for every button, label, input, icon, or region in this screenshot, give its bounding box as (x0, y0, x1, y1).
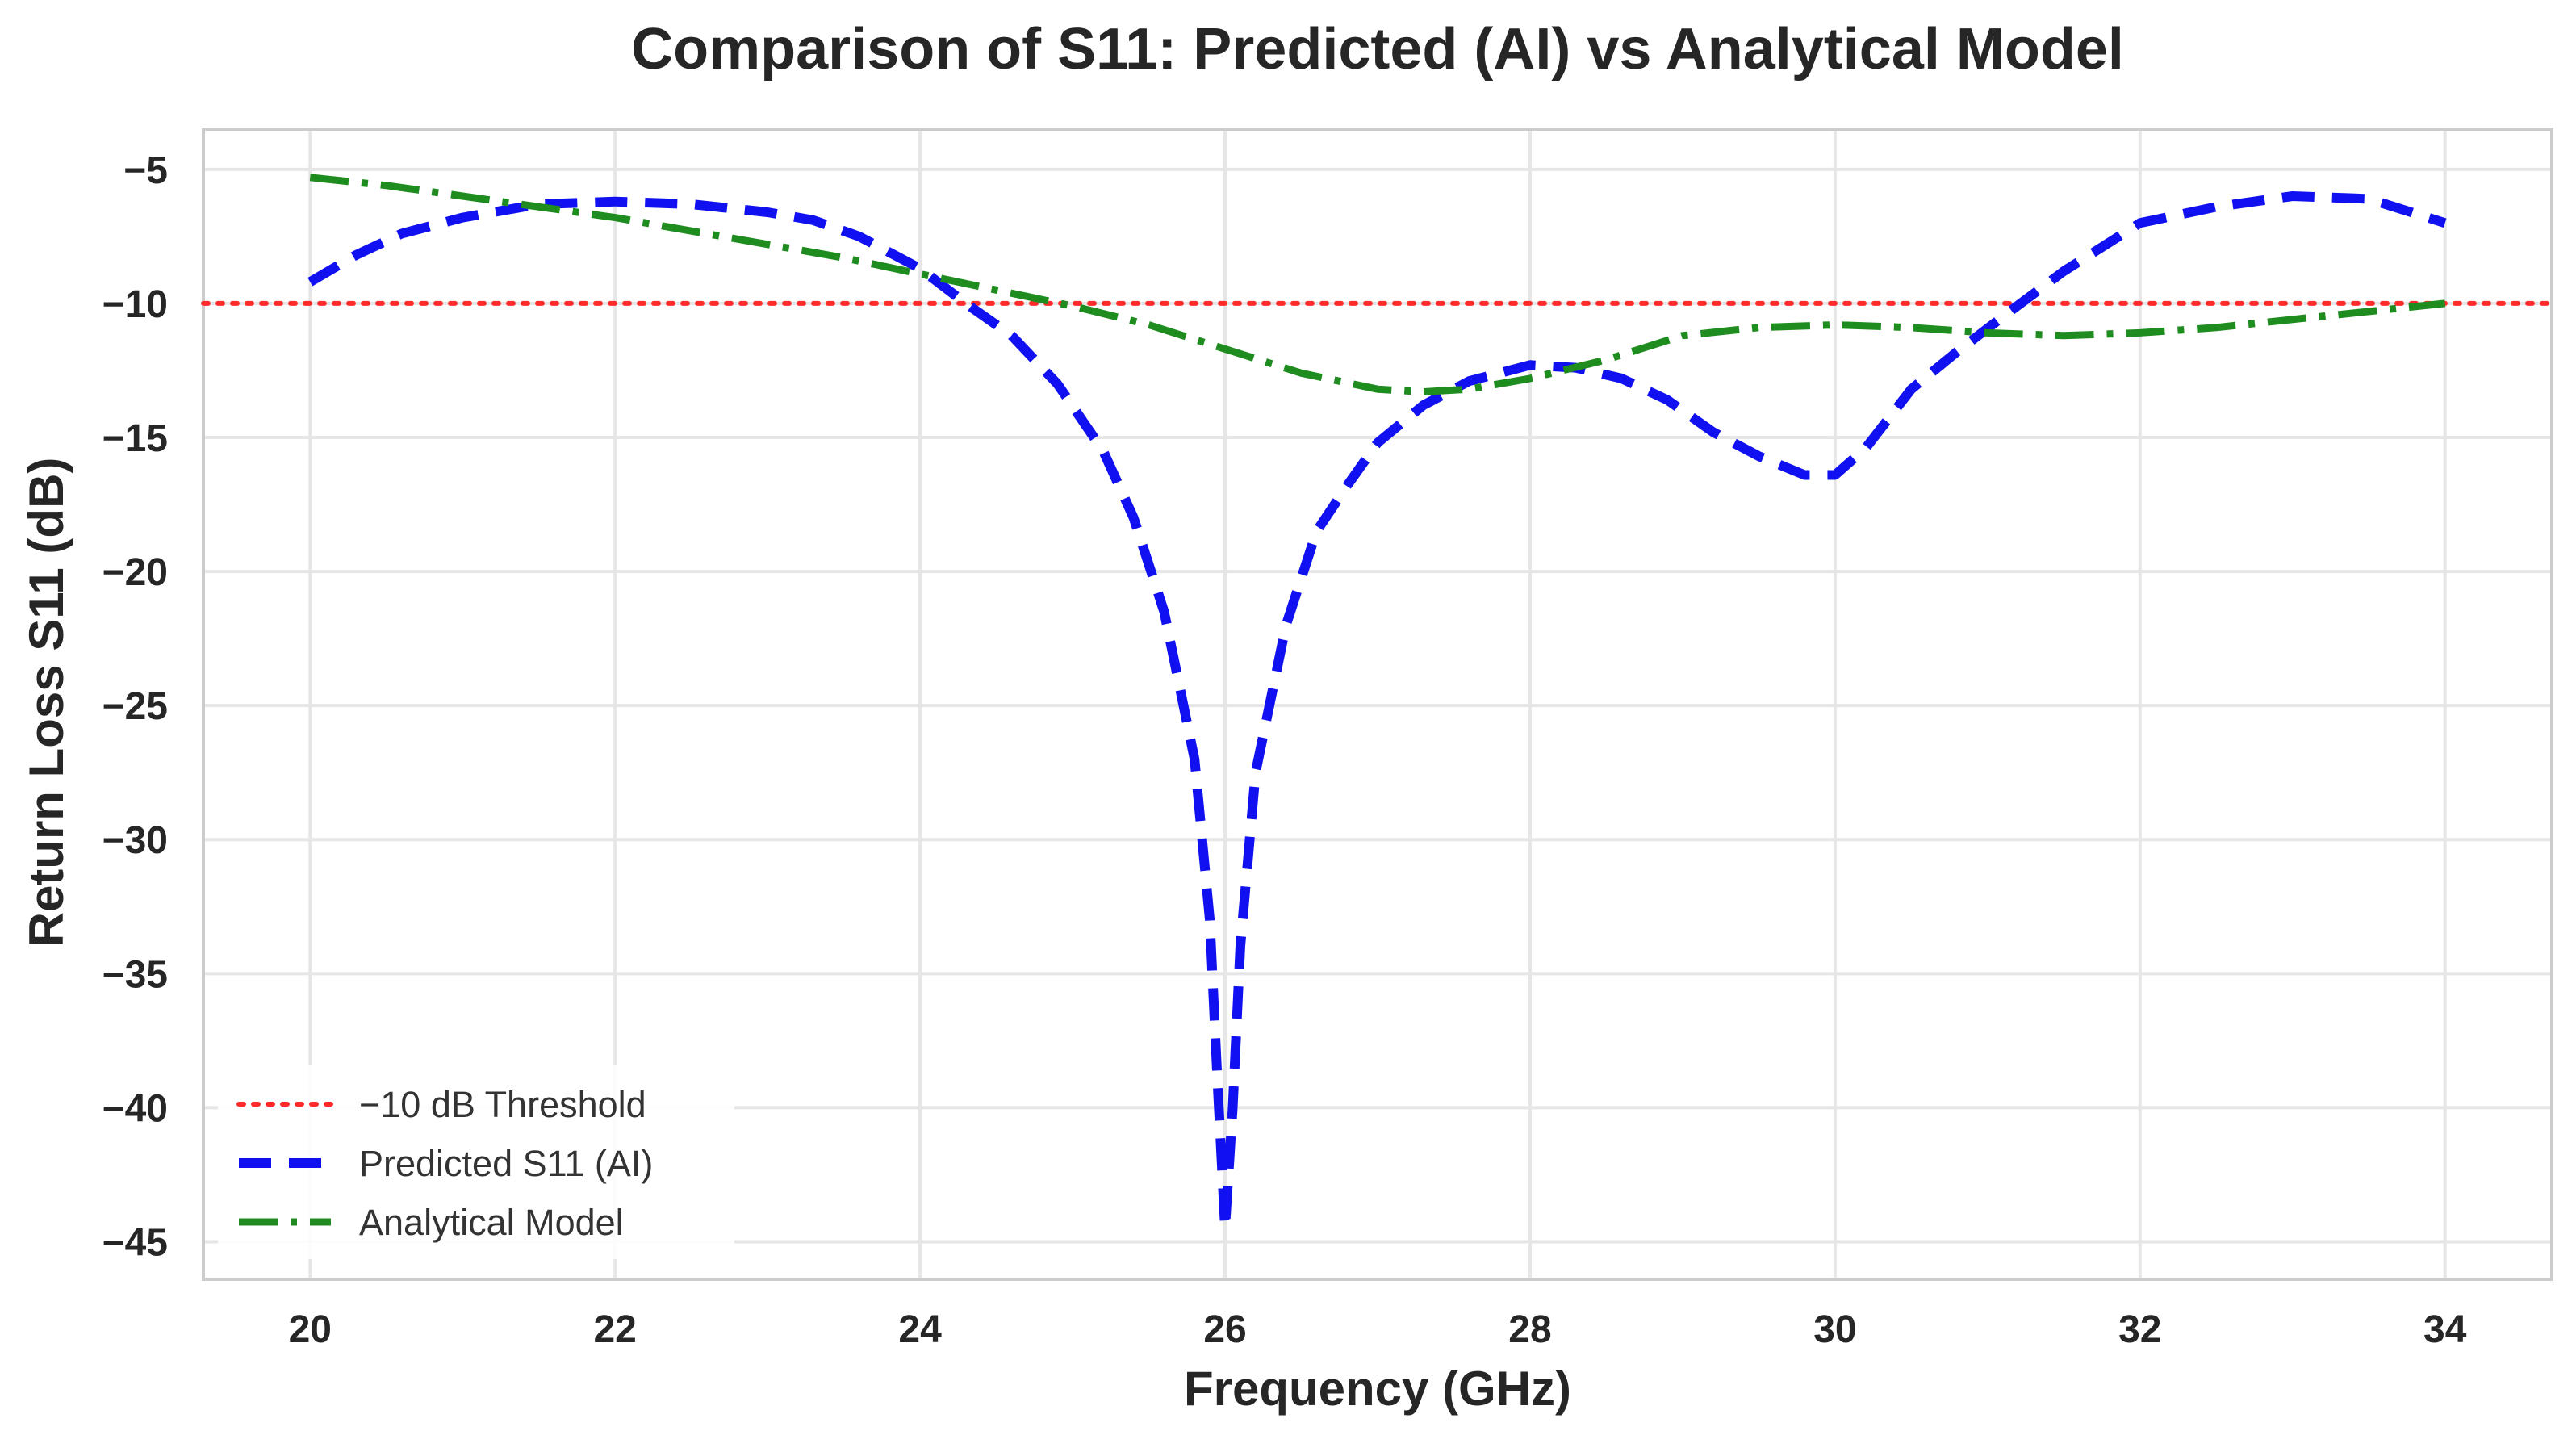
legend-label-threshold: −10 dB Threshold (359, 1084, 646, 1125)
x-tick-label: 24 (898, 1308, 942, 1351)
x-tick-label: 22 (593, 1308, 636, 1351)
y-tick-label: −30 (102, 819, 168, 862)
x-tick-label: 28 (1508, 1308, 1551, 1351)
x-tick-label: 34 (2423, 1308, 2467, 1351)
series-layer (201, 174, 2554, 1233)
y-tick-label: −15 (102, 417, 168, 460)
legend-label-predicted: Predicted S11 (AI) (359, 1143, 653, 1184)
y-tick-label: −20 (102, 551, 168, 594)
legend-label-analytical: Analytical Model (359, 1202, 624, 1243)
x-tick-label: 20 (289, 1308, 332, 1351)
tick-labels: 20 22 24 26 28 30 32 34 −5 −10 −15 −20 −25 −30 −35 −40 −… (102, 149, 2467, 1351)
y-tick-label: −40 (102, 1087, 168, 1130)
x-tick-label: 26 (1203, 1308, 1246, 1351)
series-predicted-s11 (307, 191, 2447, 1233)
x-axis-label: Frequency (GHz) (1184, 1362, 1571, 1416)
y-tick-label: −10 (102, 283, 168, 326)
legend: −10 dB Threshold Predicted S11 (AI) Anal… (218, 1065, 734, 1259)
x-tick-label: 30 (1813, 1308, 1856, 1351)
x-tick-label: 32 (2118, 1308, 2161, 1351)
y-tick-label: −25 (102, 685, 168, 728)
plot-area-frame (202, 128, 2553, 1281)
y-tick-label: −5 (123, 149, 168, 192)
y-tick-label: −45 (102, 1221, 168, 1264)
chart-title: Comparison of S11: Predicted (AI) vs Ana… (631, 17, 2124, 82)
y-axis-label: Return Loss S11 (dB) (19, 458, 73, 948)
y-tick-label: −35 (102, 953, 168, 996)
series-analytical-model (309, 174, 2446, 395)
